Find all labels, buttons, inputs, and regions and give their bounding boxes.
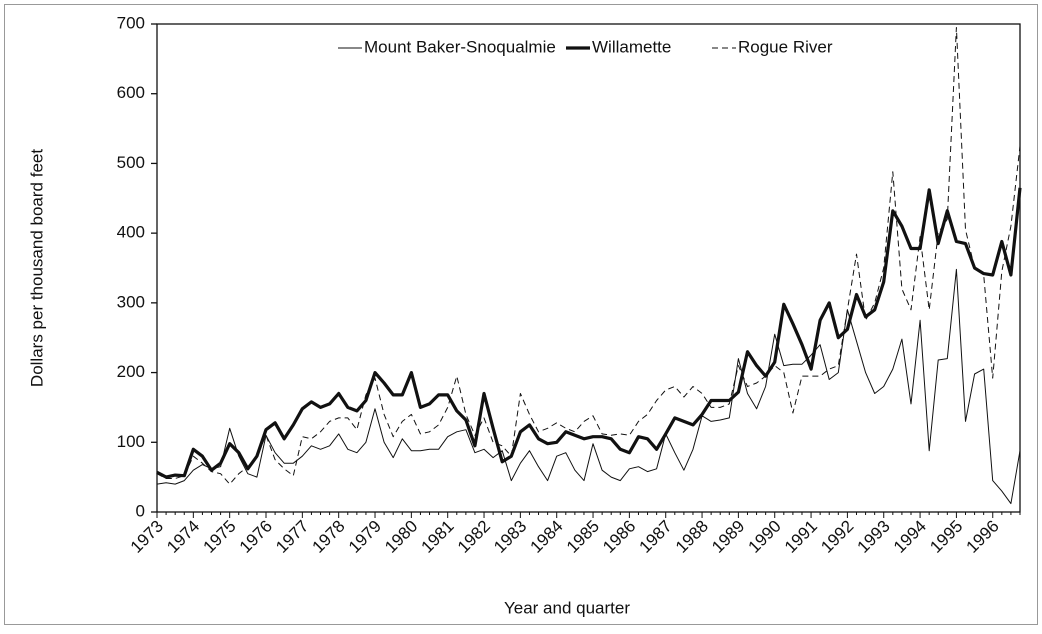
x-tick-label: 1982	[454, 517, 494, 557]
series-line	[156, 27, 1021, 485]
series-line	[156, 268, 1021, 505]
y-tick-label: 300	[117, 292, 145, 311]
x-tick-label: 1988	[672, 517, 712, 557]
x-tick-label: 1984	[527, 517, 567, 557]
frame	[4, 4, 1038, 625]
x-tick-label: 1985	[563, 517, 603, 557]
x-tick-label: 1973	[127, 517, 167, 557]
plot-frame	[156, 23, 1021, 513]
x-tick-label: 1987	[636, 517, 676, 557]
x-tick-label: 1991	[781, 517, 821, 557]
x-tick-label: 1994	[890, 517, 930, 557]
x-tick-label: 1995	[926, 517, 966, 557]
y-tick-label: 400	[117, 223, 145, 242]
legend-label: Rogue River	[738, 37, 833, 56]
y-tick-label: 500	[117, 153, 145, 172]
x-tick-label: 1986	[599, 517, 639, 557]
legend-label: Willamette	[592, 37, 671, 56]
x-tick-label: 1979	[345, 517, 385, 557]
x-tick-label: 1989	[708, 517, 748, 557]
x-tick-label: 1976	[236, 517, 276, 557]
legend-label: Mount Baker-Snoqualmie	[364, 37, 556, 56]
x-axis-title: Year and quarter	[504, 598, 630, 617]
x-tick-label: 1978	[309, 517, 349, 557]
y-tick-label: 600	[117, 83, 145, 102]
x-tick-label: 1977	[272, 517, 312, 557]
y-axis-title: Dollars per thousand board feet	[27, 149, 46, 387]
x-tick-label: 1993	[854, 517, 894, 557]
x-tick-label: 1974	[163, 517, 203, 557]
y-tick-label: 100	[117, 432, 145, 451]
y-tick-label: 200	[117, 362, 145, 381]
x-tick-label: 1975	[199, 517, 239, 557]
x-tick-label: 1992	[817, 517, 857, 557]
x-tick-label: 1983	[490, 517, 530, 557]
x-tick-label: 1980	[381, 517, 421, 557]
y-tick-label: 700	[117, 13, 145, 32]
x-tick-label: 1990	[745, 517, 785, 557]
y-tick-label: 0	[136, 501, 145, 520]
x-tick-label: 1981	[418, 517, 458, 557]
series-line	[156, 187, 1022, 479]
x-tick-label: 1996	[963, 517, 1003, 557]
